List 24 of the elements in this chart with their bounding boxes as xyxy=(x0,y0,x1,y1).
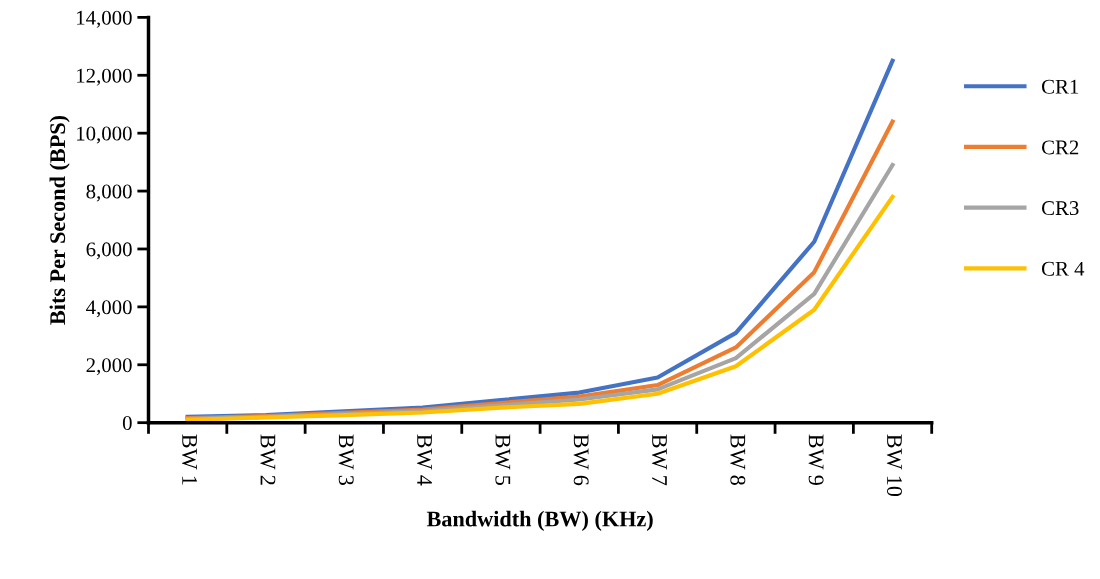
x-tick-label: BW 5 xyxy=(495,434,511,485)
x-tick-label: BW 9 xyxy=(808,434,824,485)
legend-label: CR3 xyxy=(1041,201,1079,216)
x-axis-title: Bandwidth (BW) (KHz) xyxy=(426,510,653,532)
x-tick-label: BW 7 xyxy=(651,434,667,486)
legend-label: CR2 xyxy=(1041,140,1079,155)
x-tick-label: BW 1 xyxy=(181,434,197,485)
y-tick-label: 12,000 xyxy=(77,68,132,86)
y-tick-label: 10,000 xyxy=(77,126,132,144)
y-tick-label: 6,000 xyxy=(86,242,132,260)
x-tick-label: BW 2 xyxy=(260,434,276,485)
x-tick-label: BW 4 xyxy=(416,434,432,486)
x-tick-label: BW 10 xyxy=(886,434,902,497)
legend-label: CR1 xyxy=(1041,79,1079,94)
y-tick-label: 0 xyxy=(122,416,132,431)
x-tick-label: BW 6 xyxy=(573,434,589,486)
y-tick-label: 14,000 xyxy=(77,10,132,28)
y-axis-title: Bits Per Second (BPS) xyxy=(49,115,70,325)
x-tick-label: BW 8 xyxy=(730,434,746,486)
x-tick-label: BW 3 xyxy=(338,434,354,485)
y-tick-label: 4,000 xyxy=(86,300,132,318)
y-tick-label: 8,000 xyxy=(86,184,132,202)
y-tick-label: 2,000 xyxy=(86,358,132,376)
legend-label: CR 4 xyxy=(1041,261,1085,276)
